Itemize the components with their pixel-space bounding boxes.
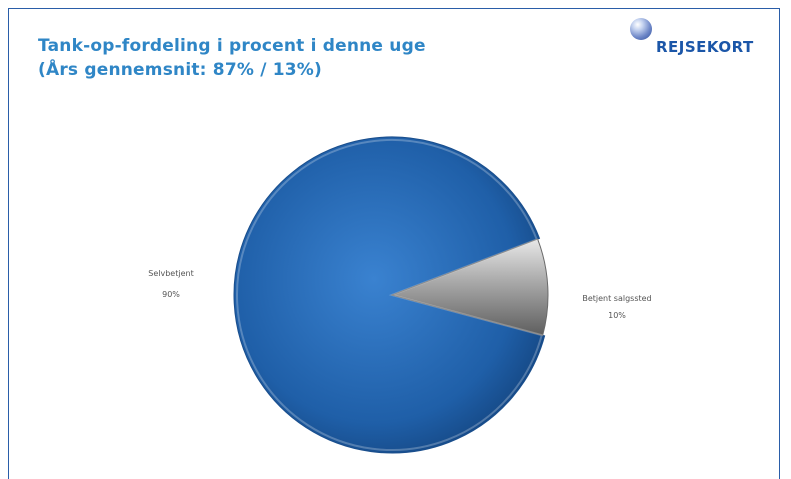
slice-label-betjent-salgssted: Betjent salgssted	[582, 294, 651, 303]
pie-slices	[233, 136, 549, 454]
rejsekort-logo: REJSEKORT	[626, 14, 786, 64]
logo-text: REJSEKORT	[656, 38, 754, 56]
slice-value-betjent-salgssted: 10%	[608, 311, 626, 320]
pie-rim-highlight	[236, 139, 543, 451]
slice-label-selvbetjent: Selvbetjent	[148, 269, 193, 278]
logo-ball-icon	[630, 18, 652, 40]
chart-title-line-2: (Års gennemsnit: 87% / 13%)	[38, 60, 322, 80]
pie-slice-betjent-salgssted	[390, 238, 549, 336]
chart-title-line-1: Tank-op-fordeling i procent i denne uge	[38, 36, 426, 56]
slice-value-selvbetjent: 90%	[162, 290, 180, 299]
pie-slice-selvbetjent	[233, 136, 546, 454]
pie-labels: Selvbetjent 90% Betjent salgssted 10%	[148, 269, 651, 320]
